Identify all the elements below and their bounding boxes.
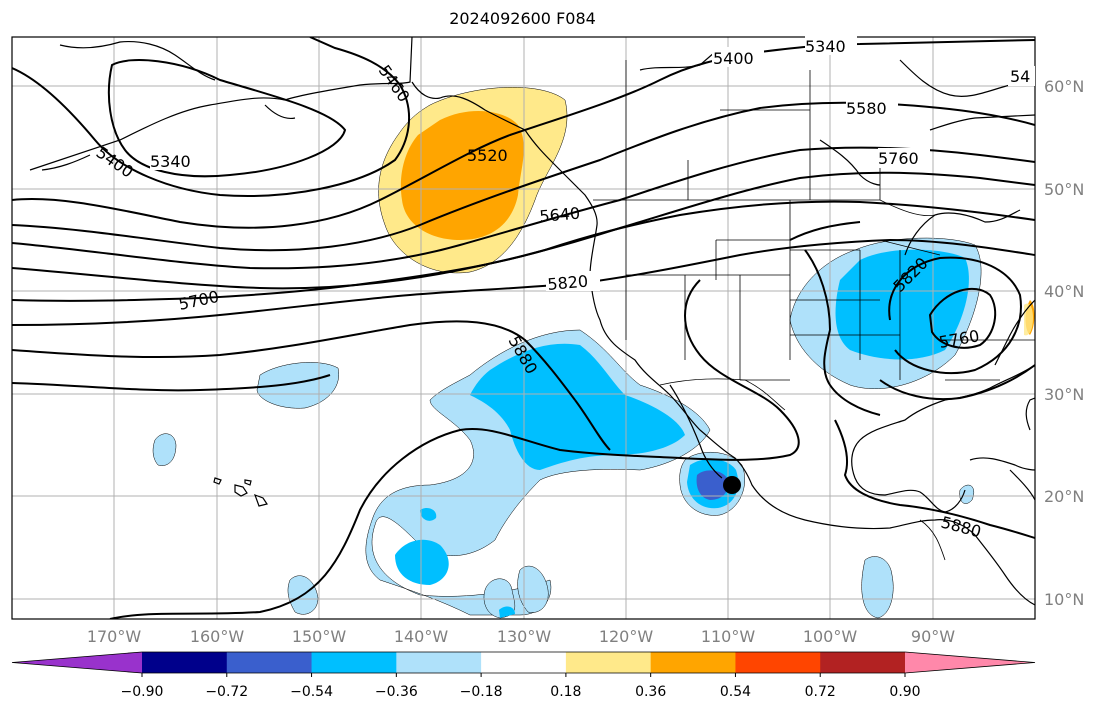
colorbar-segment: [142, 652, 228, 673]
lat-label: 40°N: [1044, 282, 1084, 301]
colorbar-segment: [311, 652, 397, 673]
lon-label: 130°W: [497, 627, 552, 646]
colorbar-segment: [481, 652, 567, 673]
colorbar-tick-label: 0.36: [635, 684, 666, 700]
lat-label: 20°N: [1044, 487, 1084, 506]
contour-label: 5520: [467, 146, 508, 165]
colorbar-segment: [735, 652, 821, 673]
colorbar-tick-label: −0.54: [290, 684, 333, 700]
contour-label: 5820: [547, 272, 589, 294]
colorbar-segment: [396, 652, 482, 673]
chart-title: 2024092600 F084: [449, 9, 596, 28]
colorbar-tick-label: −0.36: [375, 684, 418, 700]
positive-anomaly-region: [378, 87, 1035, 336]
lon-label: 90°W: [911, 627, 955, 646]
colorbar-tick-label: 0.90: [889, 684, 920, 700]
colorbar-tick-label: −0.72: [205, 684, 248, 700]
colorbar-tick-label: 0.72: [805, 684, 836, 700]
lat-label: 50°N: [1044, 180, 1084, 199]
lon-label: 120°W: [599, 627, 654, 646]
contour-label: 54: [1010, 67, 1030, 86]
lat-label: 30°N: [1044, 385, 1084, 404]
lon-label: 170°W: [87, 627, 142, 646]
colorbar-segment: [565, 652, 652, 673]
colorbar-tick-label: 0.54: [720, 684, 751, 700]
contour-label: 5640: [539, 204, 581, 226]
height-contours: [12, 37, 1035, 619]
contour-label: 5340: [805, 37, 846, 56]
lon-label: 150°W: [292, 627, 347, 646]
colorbar-segment: [226, 652, 313, 673]
contour-label: 5760: [878, 149, 919, 168]
colorbar-extend-high: [905, 652, 1035, 673]
contour-label: 5340: [150, 152, 191, 171]
coastlines: [29, 37, 1035, 606]
political-borders: [593, 60, 1035, 561]
colorbar-segment: [650, 652, 736, 673]
lon-label: 140°W: [394, 627, 449, 646]
latitude-labels: 60°N 50°N 40°N 30°N 20°N 10°N: [1044, 77, 1084, 609]
lat-label: 60°N: [1044, 77, 1084, 96]
contour-label: 5580: [846, 99, 887, 118]
colorbar-tick-label: −0.18: [460, 684, 503, 700]
colorbar-tick-label: 0.18: [550, 684, 581, 700]
colorbar-extend-low: [12, 652, 142, 673]
longitude-labels: 170°W 160°W 150°W 140°W 130°W 120°W 110°…: [87, 627, 955, 646]
lon-label: 110°W: [701, 627, 756, 646]
lat-label: 10°N: [1044, 590, 1084, 609]
contour-label: 5400: [713, 49, 754, 68]
map-frame: [11, 36, 1036, 620]
lon-label: 100°W: [803, 627, 858, 646]
lon-label: 160°W: [190, 627, 245, 646]
colorbar-tick-label: −0.90: [121, 684, 164, 700]
storm-center-marker: [723, 476, 741, 494]
colorbar-segment: [820, 652, 906, 673]
colorbar: −0.90 −0.72 −0.54 −0.36 −0.18 0.18 0.36 0.54 0.7…: [11, 651, 1036, 700]
